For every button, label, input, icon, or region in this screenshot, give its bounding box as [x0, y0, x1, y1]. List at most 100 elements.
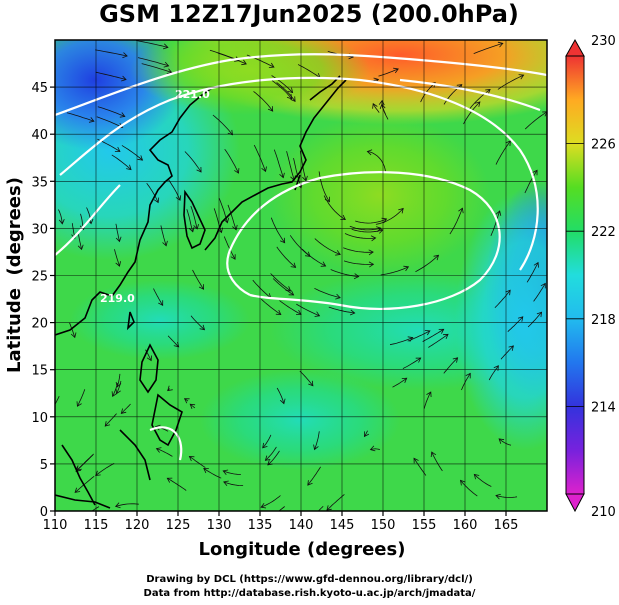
- streamline: [378, 68, 399, 77]
- streamline: [212, 114, 233, 136]
- colorbar-tick-label: 218: [591, 313, 616, 328]
- streamline: [261, 298, 282, 315]
- streamline: [372, 103, 380, 113]
- streamline: [428, 333, 449, 348]
- streamline-arrow: [474, 101, 481, 107]
- streamline: [297, 64, 321, 79]
- streamline: [364, 430, 368, 437]
- x-tick-label: 160: [453, 518, 478, 533]
- streamline: [74, 475, 95, 493]
- streamline-arrow: [518, 74, 525, 80]
- streamline-arrow: [335, 293, 341, 300]
- streamline: [116, 380, 122, 394]
- streamline-arrow: [393, 67, 399, 74]
- chart-title: GSM 12Z17Jun2025 (200.0hPa): [99, 0, 519, 28]
- colorbar-bottom-arrow: [565, 493, 585, 513]
- streamline-arrow: [536, 311, 543, 318]
- streamline-arrow: [114, 502, 121, 509]
- streamline-arrow: [326, 505, 332, 511]
- streamline: [317, 506, 324, 511]
- streamline-arrow: [313, 444, 319, 451]
- grid: [55, 40, 547, 511]
- streamline: [299, 370, 314, 387]
- streamline-arrow: [232, 224, 238, 231]
- streamlines: [55, 40, 547, 522]
- streamline-arrow: [193, 223, 199, 230]
- streamline-arrow: [505, 289, 511, 296]
- streamline-arrow: [268, 62, 275, 68]
- streamline: [415, 255, 439, 273]
- colorbar-scale: [565, 55, 585, 495]
- x-tick-label: 115: [84, 518, 109, 533]
- streamline: [367, 151, 386, 173]
- streamline: [111, 154, 132, 170]
- streamline: [121, 403, 131, 414]
- x-tick-label: 150: [371, 518, 396, 533]
- colorbar-tick-label: 214: [591, 400, 616, 415]
- streamline: [314, 431, 320, 450]
- streamline-arrow: [307, 480, 313, 486]
- streamline-arrow: [119, 112, 126, 118]
- colorbar-tick-label: 226: [591, 138, 616, 153]
- streamline-arrow: [302, 175, 308, 182]
- x-tick-label: 155: [412, 518, 437, 533]
- x-tick-label: 120: [125, 518, 150, 533]
- x-axis: 110 115 120 125 130 135 140 145 150 155 160 165: [43, 511, 518, 533]
- streamline: [114, 249, 120, 267]
- streamline-arrow: [398, 207, 404, 214]
- x-axis-label: Longitude (degrees): [199, 539, 406, 560]
- streamline-arrow: [495, 493, 501, 500]
- streamline: [86, 207, 92, 224]
- streamline: [474, 474, 492, 487]
- y-axis-label: Latitude (degrees): [4, 177, 25, 373]
- streamline-arrow: [438, 328, 445, 334]
- streamline-arrow: [368, 261, 375, 268]
- streamline-arrow: [153, 197, 160, 204]
- streamline-arrow: [234, 168, 240, 174]
- streamline: [95, 71, 127, 80]
- streamline: [153, 288, 164, 306]
- credit-data-source: Data from http://database.rish.kyoto-u.a…: [143, 588, 476, 599]
- streamline-arrow: [459, 479, 466, 486]
- streamline: [461, 373, 471, 391]
- streamline: [189, 403, 196, 409]
- x-tick-label: 135: [248, 518, 273, 533]
- streamline-arrow: [126, 164, 132, 171]
- streamline-arrow: [279, 237, 286, 244]
- streamline: [326, 494, 345, 511]
- streamline: [314, 238, 341, 255]
- y-tick-label: 15: [31, 364, 48, 379]
- streamline-arrow: [121, 75, 127, 82]
- streamline: [389, 337, 413, 346]
- streamline-arrow: [349, 309, 356, 316]
- streamline: [116, 373, 121, 388]
- streamline: [301, 248, 326, 267]
- streamline: [380, 266, 409, 276]
- streamline-arrow: [162, 240, 168, 247]
- streamline-arrow: [279, 172, 285, 179]
- streamline-arrow: [120, 408, 127, 414]
- streamline: [141, 63, 172, 73]
- streamline: [137, 57, 169, 67]
- streamline: [490, 210, 501, 236]
- streamline: [203, 468, 222, 479]
- streamline: [223, 470, 241, 475]
- streamline: [273, 149, 284, 178]
- streamline: [314, 287, 341, 299]
- streamline-arrow: [146, 355, 152, 362]
- streamline: [355, 218, 387, 224]
- y-tick-label: 45: [31, 81, 48, 96]
- streamline: [494, 289, 511, 308]
- streamline: [293, 158, 302, 188]
- streamline: [276, 387, 285, 404]
- streamline: [190, 205, 198, 230]
- streamline: [184, 151, 202, 173]
- streamline-arrow: [366, 149, 373, 156]
- colorbar-tick-label: 222: [591, 225, 616, 240]
- streamline-arrow: [137, 155, 144, 161]
- streamline-arrow: [77, 517, 82, 522]
- streamline: [498, 438, 512, 446]
- streamline: [375, 208, 404, 225]
- streamline: [524, 111, 547, 130]
- streamline: [95, 49, 128, 57]
